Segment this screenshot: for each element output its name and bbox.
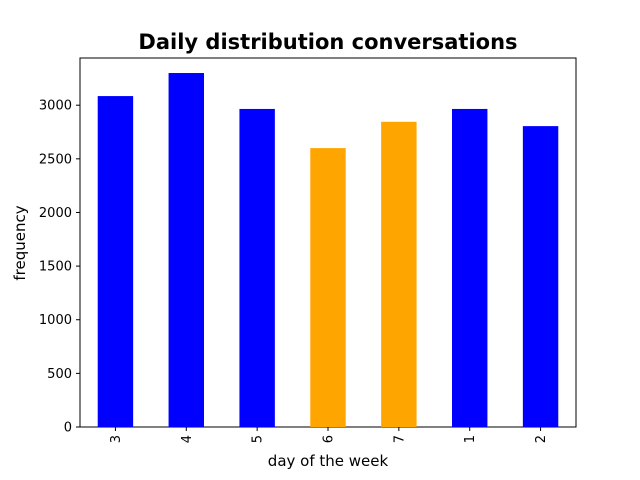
y-tick-label: 500 <box>47 367 72 382</box>
bar-6 <box>310 148 346 427</box>
x-tick-label: 5 <box>251 435 266 443</box>
x-tick-label: 2 <box>534 435 549 443</box>
y-axis-label: frequency <box>11 205 29 280</box>
y-axis-ticks: 0 500 1000 1500 2000 2500 3000 <box>39 99 80 436</box>
x-axis-ticks: 3 4 5 6 7 1 2 <box>109 427 549 443</box>
y-tick-label: 2500 <box>39 152 72 167</box>
bar-1 <box>452 108 488 428</box>
x-tick-label: 1 <box>463 435 478 443</box>
x-tick-label: 3 <box>109 435 124 443</box>
bar-5 <box>239 108 275 428</box>
y-tick-label: 2000 <box>39 206 72 221</box>
bars <box>97 73 559 428</box>
bar-4 <box>168 73 204 427</box>
y-tick-label: 1000 <box>39 313 72 328</box>
y-tick-label: 1500 <box>39 260 72 275</box>
chart-title: Daily distribution conversations <box>138 30 517 54</box>
bar-7 <box>381 121 417 427</box>
x-tick-label: 4 <box>180 435 195 443</box>
x-tick-label: 6 <box>322 435 337 443</box>
bar-3 <box>97 96 134 427</box>
x-tick-label: 7 <box>392 435 407 443</box>
x-axis-label: day of the week <box>268 452 389 470</box>
bar-2 <box>522 126 559 428</box>
y-tick-label: 0 <box>64 421 72 436</box>
y-tick-label: 3000 <box>39 99 72 114</box>
